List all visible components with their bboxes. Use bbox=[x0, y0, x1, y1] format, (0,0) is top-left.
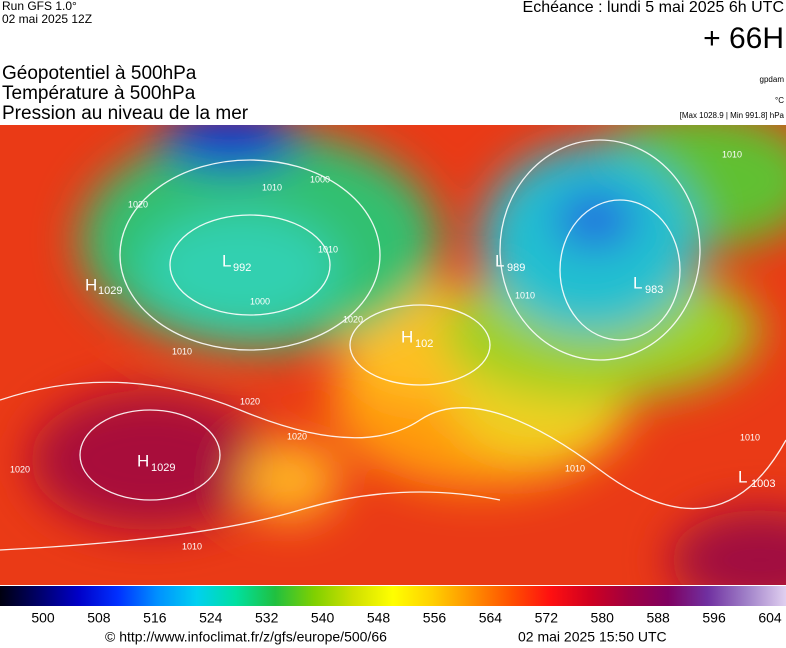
colorbar-tick-label: 604 bbox=[758, 610, 782, 626]
unit: °C bbox=[775, 96, 784, 105]
colorbar-tick-label: 516 bbox=[143, 610, 167, 626]
pressure-centers: H 1029 L 992 L 989 L 983 H 102 H 1029 L 1003 bbox=[85, 251, 775, 489]
isobar-label: 1010 bbox=[172, 346, 192, 356]
colorbar-tick-label: 580 bbox=[591, 610, 615, 626]
center-letter: H bbox=[137, 451, 149, 470]
map bbox=[0, 125, 786, 585]
center-value: 1029 bbox=[151, 462, 175, 474]
footer-stamp: 02 mai 2025 15:50 UTC bbox=[518, 629, 667, 645]
unit: gpdam bbox=[760, 75, 785, 84]
isobar-label: 1010 bbox=[318, 244, 338, 254]
isobar-label: 1020 bbox=[128, 199, 148, 209]
colorbar-tick-label: 588 bbox=[646, 610, 670, 626]
isobar-label: 1020 bbox=[343, 314, 363, 324]
extremes: [Max 1028.9 | Min 991.8] hPa bbox=[680, 111, 785, 120]
field-title: Pression au niveau de la mer bbox=[2, 103, 249, 124]
center-value: 989 bbox=[507, 262, 525, 274]
isobar-label: 1020 bbox=[10, 464, 30, 474]
run-label: Run GFS 1.0° bbox=[2, 0, 77, 13]
colorbar bbox=[0, 586, 786, 606]
isobar-label: 1010 bbox=[262, 182, 282, 192]
colorbar-tick-label: 500 bbox=[31, 610, 55, 626]
isobar-label: 1000 bbox=[310, 174, 330, 184]
center-letter: L bbox=[738, 467, 747, 486]
isobar-label: 1010 bbox=[722, 149, 742, 159]
colorbar-labels: 500 508 516 524 532 540 548 556 564 572 580 588 596 6… bbox=[31, 610, 782, 626]
center-value: 1003 bbox=[751, 478, 775, 490]
isobar-label: 1010 bbox=[182, 541, 202, 551]
center-value: 102 bbox=[415, 338, 433, 350]
colorbar-tick-label: 548 bbox=[367, 610, 391, 626]
forecast-time: Echéance : lundi 5 mai 2025 6h UTC bbox=[523, 0, 784, 16]
isobar-label: 1010 bbox=[740, 432, 760, 442]
colorbar-tick-label: 532 bbox=[255, 610, 279, 626]
isobar-label: 1010 bbox=[515, 290, 535, 300]
center-value: 992 bbox=[233, 262, 251, 274]
center-letter: L bbox=[633, 273, 642, 292]
colorbar-tick-label: 524 bbox=[199, 610, 223, 626]
center-letter: L bbox=[495, 251, 504, 270]
colorbar-tick-label: 572 bbox=[535, 610, 559, 626]
center-value: 1029 bbox=[98, 285, 122, 297]
colorbar-tick-label: 596 bbox=[702, 610, 726, 626]
isobar-label: 1010 bbox=[565, 463, 585, 473]
run-date: 02 mai 2025 12Z bbox=[2, 12, 92, 26]
footer-url: © http://www.infoclimat.fr/z/gfs/europe/… bbox=[105, 629, 387, 645]
colorbar-tick-label: 556 bbox=[423, 610, 447, 626]
field-title: Température à 500hPa bbox=[2, 83, 196, 104]
colorbar-tick-label: 540 bbox=[311, 610, 335, 626]
isobar-labels: 1020 1010 1000 1010 1020 1020 1020 1010 … bbox=[10, 149, 760, 551]
colorbar-tick-label: 564 bbox=[479, 610, 503, 626]
field-title: Géopotentiel à 500hPa bbox=[2, 63, 197, 84]
center-value: 983 bbox=[645, 284, 663, 296]
isobar-label: 1020 bbox=[287, 431, 307, 441]
colorbar-tick-label: 508 bbox=[87, 610, 111, 626]
center-letter: H bbox=[85, 275, 97, 294]
center-letter: L bbox=[222, 251, 231, 270]
center-letter: H bbox=[401, 327, 413, 346]
isobar-label: 1020 bbox=[240, 396, 260, 406]
isobar-label: 1000 bbox=[250, 296, 270, 306]
lead-time: + 66H bbox=[703, 22, 784, 55]
